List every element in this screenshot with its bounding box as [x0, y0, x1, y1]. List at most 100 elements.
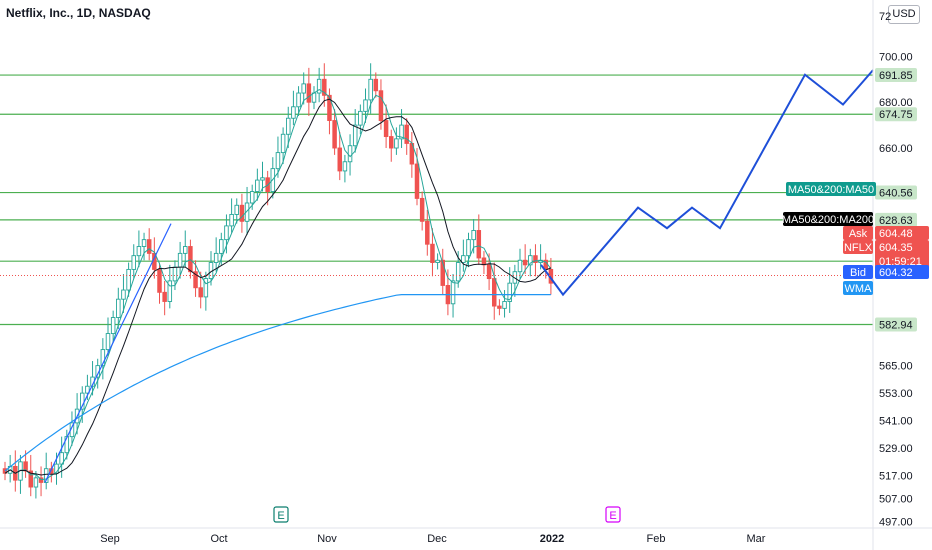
candle-body	[260, 177, 265, 181]
candle-body	[383, 120, 389, 138]
tag-bid-value: 604.32	[879, 267, 913, 279]
candle-body	[461, 255, 466, 263]
candle-body	[419, 197, 425, 222]
candle-body	[121, 289, 126, 300]
level-tag-value: 640.56	[879, 188, 913, 200]
candle-body	[517, 259, 523, 273]
candle-body	[229, 213, 234, 227]
price-tick-label-partial: 72	[879, 11, 891, 23]
tag-bid-value-bg	[875, 265, 929, 279]
earnings-marker-label: E	[277, 510, 284, 522]
level-tag-value: 628.63	[879, 215, 913, 227]
candle-body	[193, 271, 198, 289]
time-tick-label: Feb	[647, 533, 666, 545]
level-tag-value: 582.94	[879, 320, 913, 332]
candle-body	[352, 124, 358, 147]
candle-body	[182, 246, 188, 254]
price-tags: 691.85674.75640.56628.63610.59582.94MA50…	[782, 68, 929, 332]
candle-body	[239, 204, 245, 222]
candle-body	[301, 83, 306, 94]
tag-ma50-label: MA50&200:MA50	[788, 184, 874, 196]
candle-body	[105, 333, 111, 351]
candle-body	[33, 477, 39, 488]
candle-body	[255, 179, 260, 192]
ma200-line	[4, 294, 551, 472]
candle-body	[188, 246, 193, 273]
candlestick-series	[2, 63, 554, 499]
candle-body	[528, 255, 533, 266]
candle-body	[234, 204, 239, 215]
candle-body	[389, 136, 394, 149]
candle-body	[512, 271, 518, 284]
candle-body	[450, 280, 456, 305]
candle-body	[131, 255, 136, 270]
candle-body	[497, 305, 502, 309]
earnings-marker-bg	[605, 506, 621, 523]
candle-body	[486, 264, 492, 280]
tag-ask-label: Ask	[849, 228, 868, 240]
tag-last-value: 604.35	[879, 242, 913, 254]
candle-body	[316, 78, 322, 94]
level-tag-bg	[875, 107, 917, 122]
price-tick-label: 529.00	[879, 443, 913, 455]
candle-body	[177, 252, 183, 268]
candle-body	[435, 259, 440, 263]
currency-button[interactable]: USD	[888, 5, 920, 24]
candle-body	[28, 470, 34, 488]
projection-path	[540, 69, 874, 297]
candle-body	[286, 117, 291, 135]
level-tag-value: 691.85	[879, 70, 913, 82]
candle-body	[440, 259, 446, 286]
ma-short-line	[4, 98, 552, 476]
earnings-marker-label: E	[609, 510, 616, 522]
price-tick-label: 565.00	[879, 361, 913, 373]
candle-body	[522, 259, 528, 266]
candle-body	[327, 94, 332, 121]
candle-body	[224, 225, 229, 241]
price-tick-label: 660.00	[879, 143, 913, 155]
candle-body	[136, 246, 142, 257]
time-tick-label: Dec	[427, 533, 447, 545]
candle-body	[280, 133, 286, 154]
candle-body	[404, 124, 409, 144]
candle-body	[291, 106, 296, 119]
candle-body	[116, 298, 121, 318]
candle-body	[358, 110, 363, 126]
candle-body	[100, 349, 106, 367]
price-tick-label: 517.00	[879, 471, 913, 483]
candle-body	[296, 92, 301, 108]
candle-body	[332, 120, 337, 149]
candle-body	[213, 252, 219, 263]
level-tag-bg	[875, 212, 917, 227]
tag-last-bg	[843, 240, 873, 254]
candle-body	[110, 317, 116, 335]
trendline	[44, 223, 172, 483]
candle-body	[85, 385, 90, 394]
candle-body	[172, 266, 178, 282]
candle-body	[378, 90, 384, 121]
candle-body	[275, 152, 281, 170]
time-tick-label: Oct	[210, 533, 227, 545]
time-tick-label: Nov	[317, 533, 337, 545]
time-tick-label: 2022	[540, 533, 564, 545]
candle-body	[455, 262, 461, 282]
price-tick-label: 680.00	[879, 97, 913, 109]
candle-body	[414, 163, 420, 199]
candle-body	[342, 161, 348, 172]
candle-body	[146, 239, 152, 254]
chart-title: Netflix, Inc., 1D, NASDAQ	[6, 6, 151, 20]
indicator-lines	[0, 69, 874, 483]
candle-body	[198, 287, 203, 298]
ma50-line	[4, 89, 552, 481]
tag-wma-label: WMA	[845, 283, 873, 295]
tag-last-label: NFLX	[844, 242, 873, 254]
candle-body	[507, 282, 512, 302]
level-tag-bg	[875, 185, 917, 200]
time-tick-label: Mar	[747, 533, 766, 545]
candle-body	[162, 291, 167, 302]
candle-body	[126, 268, 131, 291]
tag-ask-value-bg	[875, 226, 929, 240]
tag-ma200-bg	[783, 212, 873, 226]
